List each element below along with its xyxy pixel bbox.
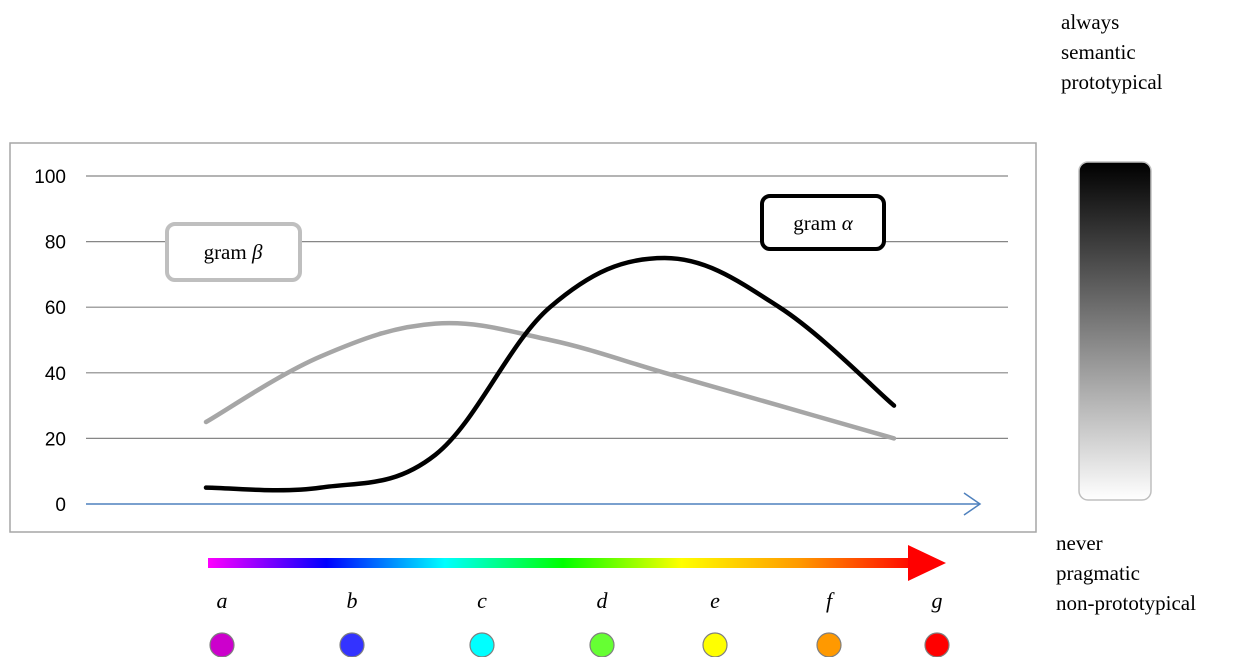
scale-bottom-label-1: never (1056, 531, 1103, 555)
category-label-e: e (710, 588, 720, 613)
scale-bar (1078, 161, 1152, 501)
category-dot-b (339, 632, 365, 657)
svg-text:gram α: gram α (793, 211, 853, 235)
category-label-c: c (477, 588, 487, 613)
y-tick-label-60: 60 (45, 298, 66, 319)
x-axis-arrowhead (963, 492, 982, 516)
grid-lines (86, 175, 1008, 439)
legend-gram-alpha-prefix: gram (793, 211, 841, 235)
series-line-gram-alpha (203, 255, 897, 493)
series-line-gram-beta (203, 320, 897, 441)
scale-bottom-label-2: pragmatic (1056, 561, 1140, 585)
scale-top-label-1: always (1061, 10, 1119, 34)
y-tick-label-80: 80 (45, 233, 66, 254)
series-lines (203, 255, 897, 493)
category-label-d: d (597, 588, 609, 613)
legend-gram-alpha: gram α (760, 194, 886, 251)
legend-gram-alpha-symbol: α (842, 211, 854, 235)
category-dot-d (589, 632, 615, 657)
category-dots (209, 632, 950, 657)
y-tick-label-40: 40 (45, 364, 66, 385)
spectrum-arrowhead (908, 545, 946, 581)
scale-top-labels: always semantic prototypical (1061, 10, 1163, 94)
svg-text:gram β: gram β (204, 240, 263, 264)
category-dot-f (816, 632, 842, 657)
legend-gram-beta: gram β (165, 222, 302, 282)
y-tick-label-0: 0 (55, 495, 66, 516)
category-label-b: b (347, 588, 358, 613)
category-label-a: a (217, 588, 228, 613)
y-tick-label-100: 100 (34, 167, 66, 188)
scale-bottom-label-3: non-prototypical (1056, 591, 1196, 615)
category-dot-a (209, 632, 235, 657)
legend-gram-alpha-box (760, 194, 886, 251)
y-tick-label-20: 20 (45, 429, 66, 450)
category-dot-g (924, 632, 950, 657)
y-tick-labels: 0 20 40 60 80 100 (34, 167, 66, 516)
scale-top-label-3: prototypical (1061, 70, 1163, 94)
spectrum-bar (208, 558, 918, 568)
spectrum-arrow (208, 545, 946, 581)
legend-gram-beta-box (165, 222, 302, 282)
legend-gram-beta-prefix: gram (204, 240, 252, 264)
category-dot-e (702, 632, 728, 657)
category-label-g: g (932, 588, 943, 613)
category-labels: a b c d e f g (217, 588, 943, 613)
legend-gram-beta-symbol: β (251, 240, 263, 264)
scale-top-label-2: semantic (1061, 40, 1136, 64)
scale-bottom-labels: never pragmatic non-prototypical (1056, 531, 1196, 615)
category-label-f: f (826, 588, 835, 613)
category-dot-c (469, 632, 495, 657)
